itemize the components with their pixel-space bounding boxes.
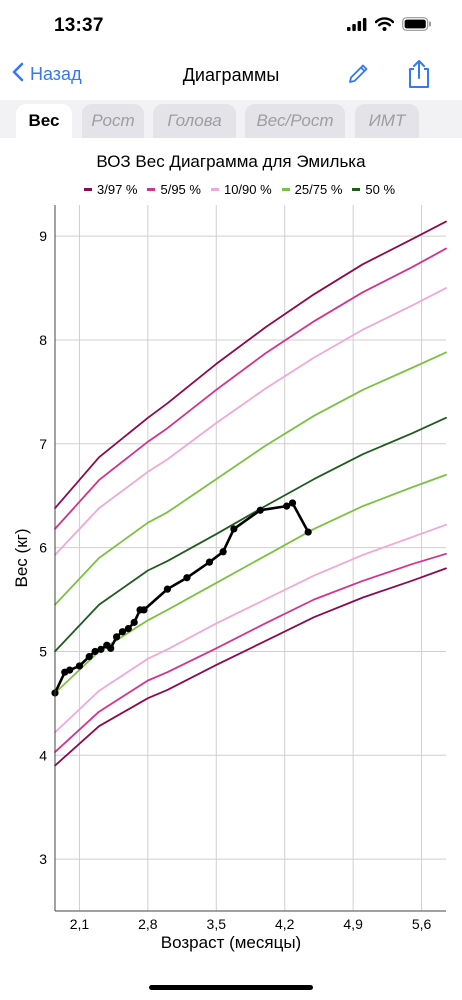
y-tick-label: 8 xyxy=(39,332,47,348)
legend-label: 50 % xyxy=(365,182,396,197)
percentile-line xyxy=(54,552,447,753)
status-icons xyxy=(347,17,432,36)
child-weight-point xyxy=(304,528,312,536)
legend-label: 5/95 % xyxy=(160,182,201,197)
percentile-line xyxy=(54,287,447,556)
child-weight-point xyxy=(107,644,115,652)
x-tick-label: 2,8 xyxy=(138,916,158,932)
x-tick-label: 4,9 xyxy=(343,916,363,932)
x-tick-label: 3,5 xyxy=(207,916,227,932)
legend-label: 10/90 % xyxy=(223,182,272,197)
wifi-icon xyxy=(374,17,395,36)
legend-label: 3/97 % xyxy=(97,182,138,197)
percentile-line xyxy=(54,220,447,510)
y-tick-label: 7 xyxy=(39,436,47,452)
percentile-line xyxy=(54,473,447,694)
percentile-line xyxy=(54,416,447,653)
child-weight-point xyxy=(130,618,138,626)
y-tick-label: 9 xyxy=(39,228,47,244)
legend-swatch xyxy=(281,188,290,191)
chevron-left-icon xyxy=(12,62,30,87)
page-title: Диаграммы xyxy=(182,65,280,85)
child-weight-point xyxy=(118,628,127,636)
percentile-line xyxy=(54,523,447,734)
child-weight-point xyxy=(283,502,291,510)
child-weight-point xyxy=(219,548,227,556)
child-weight-point xyxy=(91,647,99,656)
legend-swatch xyxy=(84,188,92,191)
legend-item: 25/75 % xyxy=(281,182,343,197)
child-weight-point xyxy=(75,662,84,670)
child-weight-point xyxy=(124,625,132,633)
legend-item: 10/90 % xyxy=(210,182,272,197)
child-weight-point xyxy=(112,633,121,641)
child-weight-point xyxy=(183,574,191,582)
tab-height[interactable]: Рост xyxy=(82,104,144,138)
child-weight-point xyxy=(288,499,297,507)
status-time: 13:37 xyxy=(54,15,104,36)
tab-weight-height[interactable]: Вес/Рост xyxy=(245,104,345,138)
edit-button[interactable] xyxy=(346,62,370,91)
tab-weight[interactable]: Вес xyxy=(16,104,72,138)
legend-swatch xyxy=(352,188,361,191)
child-weight-point xyxy=(66,666,74,674)
child-weight-point xyxy=(230,525,238,533)
chart-title: ВОЗ Вес Диаграмма для Эмилька xyxy=(96,152,366,171)
tab-head[interactable]: Голова xyxy=(153,104,236,138)
cellular-signal-icon xyxy=(347,17,367,36)
percentile-line xyxy=(54,567,447,767)
battery-icon xyxy=(402,17,432,36)
y-tick-label: 5 xyxy=(39,643,47,659)
legend-item: 3/97 % xyxy=(84,182,137,197)
child-weight-point xyxy=(97,645,105,653)
percentile-line xyxy=(54,351,447,606)
y-tick-label: 4 xyxy=(39,747,47,763)
legend-label: 25/75 % xyxy=(294,182,343,197)
y-tick-label: 6 xyxy=(39,540,47,556)
legend-swatch xyxy=(147,188,156,191)
pencil-icon xyxy=(346,64,370,90)
back-button[interactable]: Назад xyxy=(12,62,82,87)
x-axis-title: Возраст (месяцы) xyxy=(161,933,301,952)
chart-legend: 3/97 % 5/95 % 10/90 % 25/75 % 50 % xyxy=(84,182,395,197)
child-weight-point xyxy=(205,558,214,566)
child-weight-point xyxy=(140,606,148,614)
share-button[interactable] xyxy=(405,58,433,95)
y-axis-title: Вес (кг) xyxy=(12,529,31,588)
y-tick-label: 3 xyxy=(39,851,47,867)
status-bar: 13:37 xyxy=(0,0,462,54)
x-tick-label: 5,6 xyxy=(412,916,432,932)
back-label: Назад xyxy=(30,64,82,84)
legend-item: 50 % xyxy=(352,182,395,197)
chart-tabs: Вес Рост Голова Вес/Рост ИМТ xyxy=(0,100,462,138)
percentile-line xyxy=(54,247,447,530)
child-weight-point xyxy=(256,506,264,514)
tab-bmi[interactable]: ИМТ xyxy=(355,104,419,138)
child-weight-point xyxy=(85,653,93,661)
share-icon xyxy=(405,60,433,94)
legend-item: 5/95 % xyxy=(147,182,201,197)
navigation-bar: Назад Диаграммы xyxy=(0,54,462,98)
x-tick-label: 2,1 xyxy=(70,916,90,932)
x-tick-label: 4,2 xyxy=(275,916,295,932)
child-weight-point xyxy=(163,585,172,593)
home-indicator xyxy=(149,985,313,990)
legend-swatch xyxy=(210,188,219,191)
